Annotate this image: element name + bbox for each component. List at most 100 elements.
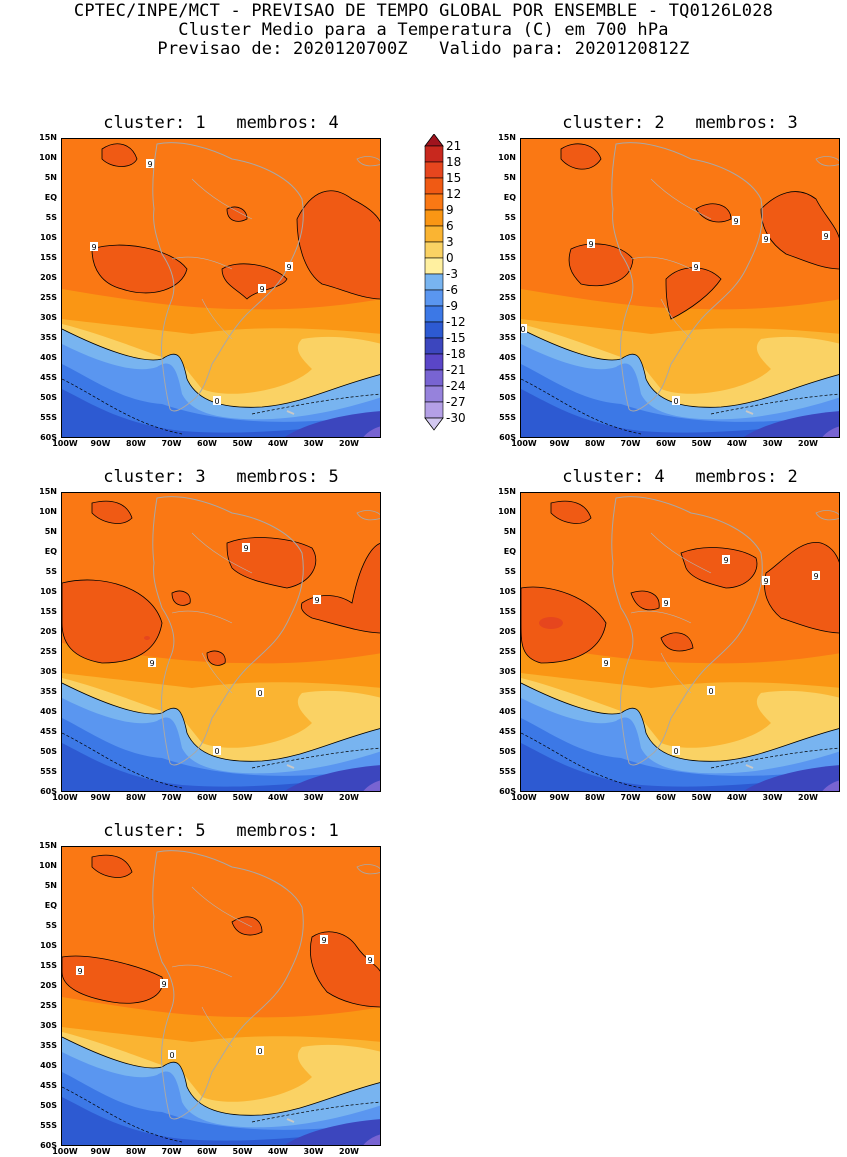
colorbar-swatch <box>424 385 444 403</box>
colorbar-bottom-arrow <box>424 417 444 431</box>
longitude-label: 40W <box>268 439 288 448</box>
contour-label-text: 9 <box>243 544 248 553</box>
warm-anomaly-region <box>101 143 138 167</box>
latitude-label: EQ <box>503 193 516 202</box>
contour-label: 9 <box>762 576 770 586</box>
contour-label: 9 <box>90 242 98 252</box>
cold-contour <box>62 378 380 435</box>
field-minus12-minus9 <box>62 364 380 437</box>
colorbar-level-label: 15 <box>446 171 462 185</box>
latitude-label: 10N <box>39 507 57 516</box>
latitude-label: 40S <box>499 353 516 362</box>
latitude-label: 10N <box>39 861 57 870</box>
zero-contour <box>521 328 839 408</box>
contour-label: 9 <box>148 658 156 668</box>
latitude-label: 10S <box>40 587 57 596</box>
contour-label: 0 <box>672 746 680 756</box>
warm-anomaly-region <box>560 143 602 170</box>
contour-label-text: 9 <box>723 556 728 565</box>
latitude-label: 10N <box>498 507 516 516</box>
south-america-outline <box>611 142 763 412</box>
latitude-label: 5S <box>504 567 516 576</box>
latitude-label: 35S <box>40 1041 57 1050</box>
latitude-label: 10S <box>40 941 57 950</box>
latitude-label: 45S <box>40 727 57 736</box>
colorbar-swatch <box>424 177 444 195</box>
latitude-label: 30S <box>40 313 57 322</box>
colorbar <box>424 133 444 448</box>
field-minus21 <box>822 426 839 437</box>
latitude-label: 15N <box>39 841 57 850</box>
field-minus18-minus15 <box>284 765 380 791</box>
island-outline <box>815 510 839 521</box>
longitude-label: 60W <box>197 439 217 448</box>
colorbar-swatch <box>424 161 444 179</box>
island-outline <box>286 1118 295 1123</box>
latitude-label: 45S <box>40 373 57 382</box>
contour-label: 9 <box>662 598 670 608</box>
panel-title: cluster: 4 membros: 2 <box>562 467 798 487</box>
contour-label-text: 0 <box>169 1051 174 1060</box>
contour-label-text: 9 <box>813 572 818 581</box>
latitude-label: 40S <box>40 1061 57 1070</box>
field-minus12-minus9 <box>62 718 380 791</box>
warm-anomaly-region <box>550 500 592 524</box>
latitude-label: 55S <box>40 767 57 776</box>
header-line-3: Previsao de: 2020120700Z Valido para: 20… <box>157 39 690 59</box>
temperature-map: 9 9 9 9 9 0 0 <box>520 492 840 792</box>
contour-label-text: 9 <box>763 577 768 586</box>
contour-label-text: 0 <box>673 747 678 756</box>
colorbar-swatch <box>424 241 444 259</box>
contour-label: 0 <box>707 686 715 696</box>
latitude-label: 40S <box>499 707 516 716</box>
field-minus21 <box>363 1134 380 1145</box>
warm-anomaly-region <box>226 206 248 222</box>
warm-anomaly-region <box>171 590 191 606</box>
latitude-label: 55S <box>499 767 516 776</box>
latitude-label: 60S <box>499 787 516 796</box>
country-borders <box>630 178 712 340</box>
latitude-label: 25S <box>40 293 57 302</box>
contour-label: 9 <box>160 979 168 989</box>
warm-anomaly-region <box>521 586 607 664</box>
longitude-label: 100W <box>511 439 537 448</box>
contour-label: 9 <box>258 284 266 294</box>
field-minus18-minus15 <box>743 411 839 437</box>
longitude-label: 70W <box>620 439 641 448</box>
warm-anomaly-region <box>62 955 163 1004</box>
warm-anomaly-region <box>91 500 133 524</box>
latitude-label: 15S <box>40 607 57 616</box>
contour-label-text: 9 <box>314 596 319 605</box>
contour-label: 0 <box>213 746 221 756</box>
contour-label-text: 9 <box>367 956 372 965</box>
latitude-label: EQ <box>44 901 57 910</box>
field-minus18-minus15 <box>743 765 839 791</box>
longitude-label: 20W <box>339 439 359 448</box>
contour-label-text: 9 <box>603 659 608 668</box>
latitude-label: 30S <box>40 1021 57 1030</box>
colorbar-level-label: -3 <box>446 267 458 281</box>
field-minus12-minus9 <box>62 1072 380 1145</box>
warm-anomaly-region <box>296 190 380 300</box>
field-minus18-minus15 <box>284 411 380 437</box>
south-america-outline <box>152 496 304 766</box>
longitude-label: 80W <box>585 439 605 448</box>
longitude-label: 90W <box>90 1147 111 1156</box>
contour-label: 9 <box>76 966 84 976</box>
latitude-label: 15S <box>40 253 57 262</box>
latitude-label: 10N <box>498 153 516 162</box>
colorbar-level-label: -9 <box>446 299 458 313</box>
map-canvas: 9 9 9 9 0 <box>62 139 380 437</box>
longitude-label: 50W <box>232 1147 253 1156</box>
latitude-label: 50S <box>499 393 516 402</box>
longitude-label: 70W <box>161 793 182 802</box>
latitude-label: 50S <box>499 747 516 756</box>
field-minus15-minus12 <box>62 743 380 791</box>
longitude-label: 50W <box>691 439 712 448</box>
contour-label: 0 <box>168 1050 176 1060</box>
panel-title: cluster: 3 membros: 5 <box>103 467 339 487</box>
field-minus21 <box>822 780 839 791</box>
longitude-label: 100W <box>52 439 78 448</box>
header-line-1: CPTEC/INPE/MCT - PREVISAO DE TEMPO GLOBA… <box>73 1 774 21</box>
colorbar-level-label: 21 <box>446 139 462 153</box>
